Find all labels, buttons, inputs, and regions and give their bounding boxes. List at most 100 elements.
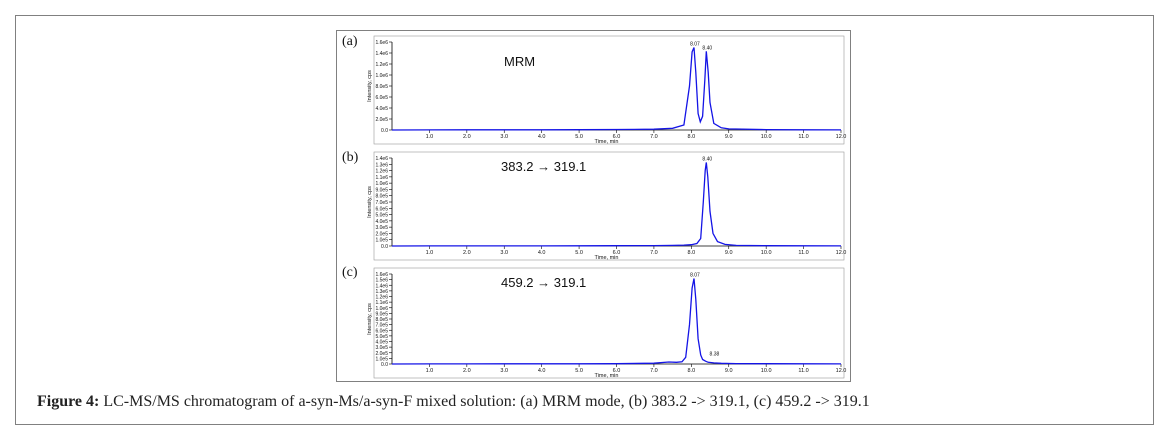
y-tick-label: 1.0e5 (375, 356, 388, 362)
x-tick-label: 10.0 (761, 250, 772, 256)
y-tick-label: 1.1e6 (375, 175, 388, 181)
y-axis-label: Intensity, cps (367, 70, 373, 102)
panel-b-label: (b) (342, 150, 359, 165)
panel-a-label: (a) (342, 34, 358, 49)
y-tick-label: 3.0e5 (375, 345, 388, 351)
x-tick-label: 11.0 (798, 134, 808, 140)
y-tick-label: 2.0e5 (375, 351, 388, 357)
y-tick-label: 6.0e5 (375, 95, 388, 101)
x-tick-label: 3.0 (500, 134, 508, 140)
y-tick-label: 0.0 (381, 362, 388, 368)
y-tick-label: 7.0e5 (375, 323, 388, 329)
y-tick-label: 1.0e6 (375, 181, 388, 187)
x-tick-label: 11.0 (798, 368, 808, 374)
x-tick-label: 1.0 (426, 134, 434, 140)
x-tick-label: 12.0 (836, 250, 847, 256)
y-tick-label: 6.0e5 (375, 206, 388, 212)
x-tick-label: 3.0 (500, 250, 508, 256)
x-tick-label: 9.0 (725, 368, 733, 374)
y-tick-label: 4.0e5 (375, 219, 388, 225)
x-tick-label: 5.0 (575, 134, 583, 140)
peak-label: 8.40 (702, 156, 712, 162)
y-tick-label: 1.6e6 (375, 272, 388, 278)
y-tick-label: 8.0e5 (375, 194, 388, 200)
chromatogram-trace (391, 47, 842, 131)
y-tick-label: 1.4e6 (375, 283, 388, 289)
y-tick-label: 8.0e5 (375, 84, 388, 90)
caption-text: LC-MS/MS chromatogram of a-syn-Ms/a-syn-… (103, 393, 870, 410)
y-tick-label: 1.2e6 (375, 62, 388, 68)
panel-frame (373, 267, 845, 379)
x-tick-label: 7.0 (650, 134, 658, 140)
panel-c-label: (c) (342, 265, 358, 280)
y-tick-label: 2.0e5 (375, 117, 388, 123)
y-tick-label: 1.6e6 (375, 40, 388, 46)
x-tick-label: 4.0 (538, 368, 546, 374)
x-tick-label: 6.0 (613, 250, 621, 256)
peak-label: 8.07 (690, 273, 700, 279)
y-tick-label: 4.0e5 (375, 106, 388, 112)
y-tick-label: 1.4e6 (375, 51, 388, 57)
trace-annotation: MRM (504, 54, 535, 69)
chromatogram-trace (391, 278, 842, 365)
x-tick-label: 5.0 (575, 250, 583, 256)
y-tick-label: 0.0 (381, 244, 388, 250)
figure-border (336, 30, 851, 382)
x-tick-label: 6.0 (613, 134, 621, 140)
x-tick-label: 10.0 (761, 368, 772, 374)
trace-annotation: 383.2 → 319.1 (501, 159, 586, 174)
y-axis-label: Intensity, cps (367, 186, 373, 218)
x-tick-label: 4.0 (538, 134, 546, 140)
chromatogram-trace (391, 162, 842, 247)
x-tick-label: 5.0 (575, 368, 583, 374)
x-tick-label: 7.0 (650, 368, 658, 374)
y-axis-label: Intensity, cps (367, 303, 373, 335)
panel-frame (373, 151, 845, 261)
x-tick-label: 11.0 (798, 250, 808, 256)
x-tick-label: 7.0 (650, 250, 658, 256)
y-tick-label: 0.0 (381, 128, 388, 134)
x-axis-label: Time, min (595, 255, 619, 261)
y-tick-label: 5.0e5 (375, 334, 388, 340)
y-tick-label: 1.1e6 (375, 300, 388, 306)
y-tick-label: 4.0e5 (375, 340, 388, 346)
x-tick-label: 2.0 (463, 134, 471, 140)
y-tick-label: 2.0e5 (375, 231, 388, 237)
x-tick-label: 9.0 (725, 134, 733, 140)
y-tick-label: 1.0e6 (375, 73, 388, 79)
x-tick-label: 1.0 (426, 250, 434, 256)
y-tick-label: 1.0e5 (375, 238, 388, 244)
y-tick-label: 1.3e6 (375, 289, 388, 295)
peak-label: 8.38 (710, 352, 720, 358)
x-axis-label: Time, min (595, 139, 619, 145)
y-tick-label: 9.0e5 (375, 187, 388, 193)
x-tick-label: 8.0 (688, 368, 696, 374)
panel-3 (373, 267, 845, 379)
y-tick-label: 3.0e5 (375, 225, 388, 231)
x-tick-label: 2.0 (463, 368, 471, 374)
x-tick-label: 8.0 (688, 250, 696, 256)
x-tick-label: 6.0 (613, 368, 621, 374)
y-tick-label: 6.0e5 (375, 328, 388, 334)
peak-label: 8.07 (690, 42, 700, 48)
y-tick-label: 1.4e6 (375, 156, 388, 162)
y-tick-label: 5.0e5 (375, 213, 388, 219)
y-tick-label: 7.0e5 (375, 200, 388, 206)
x-tick-label: 12.0 (836, 368, 847, 374)
trace-annotation: 459.2 → 319.1 (501, 275, 586, 290)
figure-caption: Figure 4: LC-MS/MS chromatogram of a-syn… (37, 393, 870, 411)
panel-1 (373, 35, 845, 145)
y-tick-label: 9.0e5 (375, 311, 388, 317)
y-tick-label: 1.3e6 (375, 162, 388, 168)
x-tick-label: 1.0 (426, 368, 434, 374)
x-tick-label: 4.0 (538, 250, 546, 256)
y-tick-label: 1.5e6 (375, 278, 388, 284)
y-tick-label: 1.2e6 (375, 169, 388, 175)
panel-frame (373, 35, 845, 145)
y-tick-label: 1.2e6 (375, 295, 388, 301)
peak-label: 8.40 (702, 45, 712, 51)
x-tick-label: 2.0 (463, 250, 471, 256)
y-tick-label: 1.0e6 (375, 306, 388, 312)
figure-frame (15, 15, 1154, 425)
y-tick-label: 8.0e5 (375, 317, 388, 323)
